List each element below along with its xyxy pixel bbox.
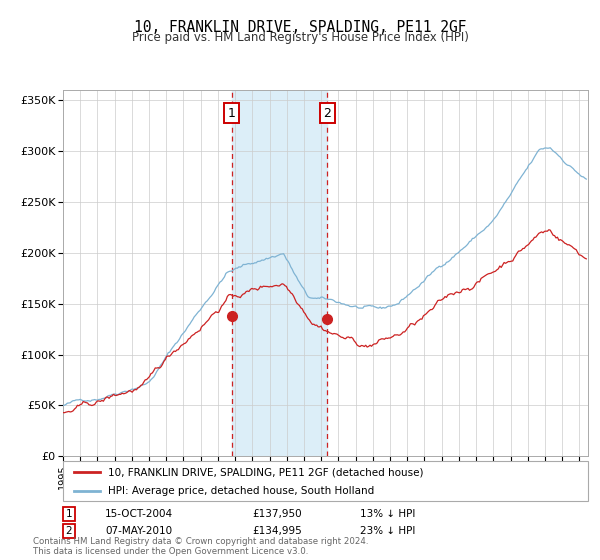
Text: Contains HM Land Registry data © Crown copyright and database right 2024.
This d: Contains HM Land Registry data © Crown c… xyxy=(33,536,368,556)
Text: 2: 2 xyxy=(65,526,73,536)
Text: £134,995: £134,995 xyxy=(252,526,302,536)
Text: 1: 1 xyxy=(227,107,235,120)
Bar xyxy=(232,90,327,456)
Text: 2: 2 xyxy=(323,107,331,120)
Text: 23% ↓ HPI: 23% ↓ HPI xyxy=(360,526,415,536)
Text: £137,950: £137,950 xyxy=(252,509,302,519)
Text: 07-MAY-2010: 07-MAY-2010 xyxy=(105,526,172,536)
Text: 15-OCT-2004: 15-OCT-2004 xyxy=(105,509,173,519)
Text: HPI: Average price, detached house, South Holland: HPI: Average price, detached house, Sout… xyxy=(107,486,374,496)
Text: 13% ↓ HPI: 13% ↓ HPI xyxy=(360,509,415,519)
Text: 10, FRANKLIN DRIVE, SPALDING, PE11 2GF (detached house): 10, FRANKLIN DRIVE, SPALDING, PE11 2GF (… xyxy=(107,467,423,477)
Text: 10, FRANKLIN DRIVE, SPALDING, PE11 2GF: 10, FRANKLIN DRIVE, SPALDING, PE11 2GF xyxy=(134,20,466,35)
Text: 1: 1 xyxy=(65,509,73,519)
Text: Price paid vs. HM Land Registry's House Price Index (HPI): Price paid vs. HM Land Registry's House … xyxy=(131,31,469,44)
